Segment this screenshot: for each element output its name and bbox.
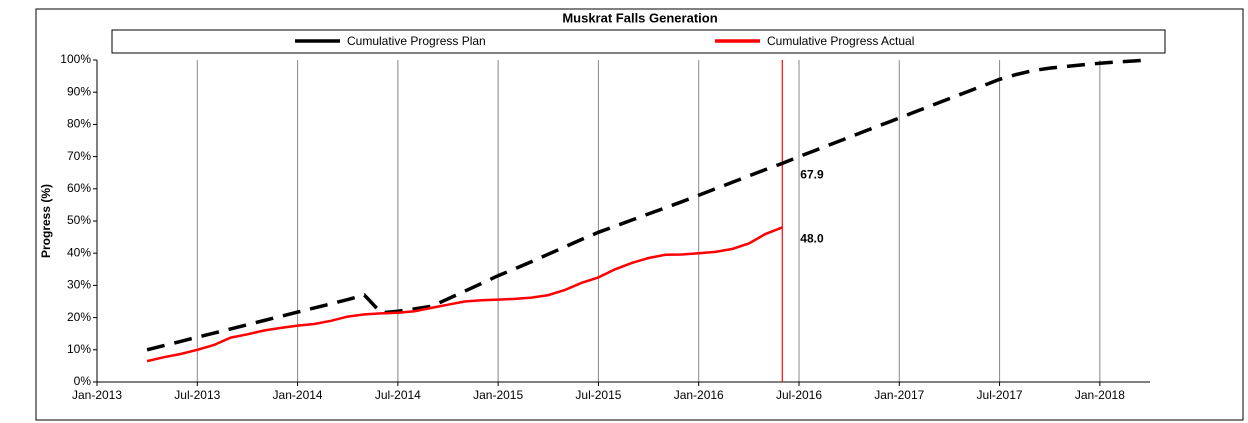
y-tick-label: 60% (67, 181, 91, 195)
y-tick-label: 100% (60, 52, 91, 66)
y-tick-label: 70% (67, 149, 91, 163)
x-tick-label: Jan-2013 (72, 388, 122, 402)
annotation: 48.0 (800, 232, 824, 246)
y-tick-label: 30% (67, 278, 91, 292)
x-tick-label: Jul-2014 (375, 388, 421, 402)
y-tick-label: 10% (67, 342, 91, 356)
annotation: 67.9 (800, 168, 824, 182)
chart-frame (35, 8, 1244, 421)
series-line (146, 226, 783, 363)
chart-title: Muskrat Falls Generation (562, 10, 717, 25)
x-tick-label: Jan-2016 (674, 388, 724, 402)
y-tick-label: 20% (67, 310, 91, 324)
x-tick-label: Jul-2016 (776, 388, 822, 402)
y-axis-label: Progress (%) (39, 184, 53, 258)
legend-label: Cumulative Progress Plan (347, 34, 486, 48)
x-tick-label: Jan-2015 (473, 388, 523, 402)
y-tick-label: 90% (67, 84, 91, 98)
x-tick-label: Jan-2018 (1075, 388, 1125, 402)
legend-box (111, 29, 1166, 54)
x-tick-label: Jan-2014 (273, 388, 323, 402)
legend-label: Cumulative Progress Actual (767, 34, 914, 48)
series-line (146, 58, 1151, 352)
y-tick-label: 50% (67, 213, 91, 227)
x-tick-label: Jan-2017 (874, 388, 924, 402)
x-tick-label: Jul-2015 (575, 388, 621, 402)
x-tick-label: Jul-2017 (977, 388, 1023, 402)
y-tick-label: 80% (67, 117, 91, 131)
y-tick-label: 40% (67, 245, 91, 259)
y-tick-label: 0% (74, 374, 92, 388)
x-tick-label: Jul-2013 (174, 388, 220, 402)
